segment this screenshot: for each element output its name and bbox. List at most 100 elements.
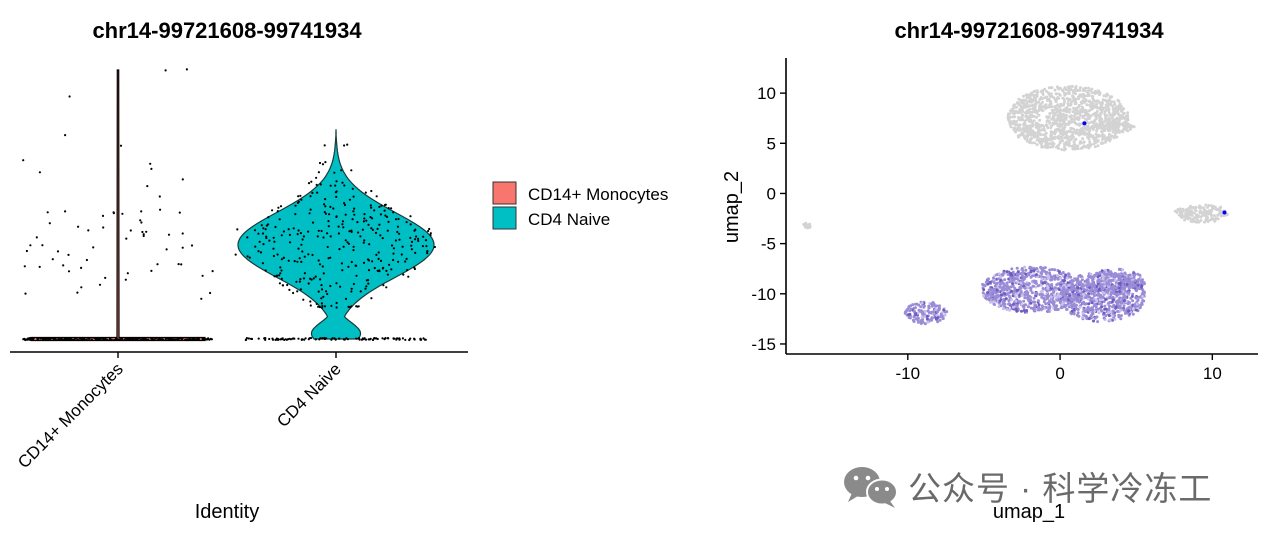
- umap-point: [1133, 279, 1137, 282]
- umap-point: [938, 318, 942, 322]
- umap-point: [1111, 278, 1115, 282]
- umap-point: [1042, 133, 1046, 137]
- umap-point: [1043, 269, 1046, 273]
- umap-point: [1064, 141, 1068, 145]
- jitter-point: [65, 337, 69, 340]
- umap-point: [1077, 104, 1081, 108]
- jitter-point: [344, 297, 348, 300]
- jitter-point: [355, 337, 358, 340]
- jitter-point: [363, 337, 366, 340]
- jitter-point: [234, 253, 237, 256]
- umap-point: [1052, 290, 1056, 294]
- umap-point: [1079, 146, 1083, 150]
- umap-point: [1087, 302, 1091, 306]
- jitter-point: [48, 222, 51, 225]
- umap-point: [1028, 107, 1032, 111]
- umap-point: [920, 315, 924, 319]
- jitter-point: [378, 205, 381, 208]
- jitter-point: [417, 239, 420, 242]
- umap-point: [1048, 137, 1052, 141]
- umap-point: [1059, 276, 1063, 280]
- jitter-point: [180, 263, 183, 266]
- umap-point: [1107, 111, 1111, 115]
- umap-point: [1121, 268, 1125, 272]
- umap-point: [1120, 272, 1124, 276]
- umap-point: [1021, 269, 1025, 272]
- jitter-point: [104, 276, 107, 279]
- umap-point: [999, 293, 1003, 297]
- jitter-point: [359, 290, 362, 293]
- jitter-point: [271, 209, 274, 212]
- jitter-point: [337, 232, 340, 235]
- umap-point: [1064, 285, 1068, 289]
- umap-point: [1050, 117, 1054, 121]
- umap-point: [1062, 279, 1066, 283]
- umap-point: [1051, 145, 1055, 149]
- umap-point: [1125, 125, 1128, 129]
- jitter-point: [102, 226, 105, 229]
- umap-point: [1099, 309, 1103, 312]
- umap-point: [989, 288, 993, 292]
- violin-monocytes: [30, 69, 206, 342]
- jitter-point: [297, 229, 300, 232]
- umap-point: [1116, 303, 1120, 307]
- umap-point: [1121, 129, 1125, 132]
- jitter-point: [396, 225, 399, 228]
- umap-point: [1101, 137, 1105, 141]
- umap-point: [1082, 144, 1086, 148]
- jitter-point: [318, 263, 322, 266]
- umap-point: [1022, 122, 1026, 126]
- jitter-point: [309, 208, 312, 211]
- umap-point: [1051, 111, 1055, 115]
- jitter-point: [293, 337, 296, 340]
- jitter-point: [326, 245, 329, 249]
- umap-point: [1065, 276, 1069, 280]
- umap-point: [1065, 308, 1069, 311]
- jitter-point: [146, 185, 149, 188]
- jitter-point: [278, 282, 281, 285]
- umap-point: [1062, 112, 1065, 116]
- jitter-point: [181, 246, 184, 249]
- umap-point: [1088, 132, 1092, 136]
- umap-point: [1015, 277, 1019, 281]
- umap-point: [925, 315, 929, 318]
- umap-point: [1087, 275, 1091, 278]
- jitter-point: [407, 275, 410, 278]
- violin-plot: chr14-99721608-99741934 CD14+ Monocytes …: [10, 18, 468, 523]
- umap-point: [1111, 112, 1115, 116]
- jitter-point: [62, 264, 65, 267]
- umap-point: [1128, 278, 1132, 282]
- umap-point: [1051, 121, 1055, 125]
- umap-point: [995, 288, 999, 292]
- umap-point: [1048, 112, 1052, 115]
- umap-point: [1124, 295, 1127, 299]
- jitter-point: [41, 244, 44, 247]
- umap-point: [1014, 295, 1018, 299]
- umap-point: [1049, 130, 1053, 134]
- jitter-point: [395, 337, 398, 340]
- umap-point: [1087, 145, 1091, 149]
- jitter-point: [68, 338, 71, 341]
- umap-point: [995, 273, 999, 277]
- umap-point: [1070, 84, 1074, 88]
- umap-point: [991, 276, 995, 280]
- jitter-point: [394, 218, 398, 221]
- umap-point: [930, 304, 934, 308]
- umap-point: [1102, 94, 1106, 98]
- umap-point: [1032, 119, 1036, 123]
- jitter-point: [378, 270, 381, 273]
- umap-point: [1086, 135, 1090, 139]
- jitter-point: [274, 338, 277, 341]
- umap-point: [1202, 210, 1206, 214]
- umap-point: [1101, 291, 1105, 294]
- umap-point: [1072, 127, 1075, 131]
- umap-point: [1074, 294, 1078, 298]
- jitter-point: [119, 338, 122, 341]
- jitter-point: [370, 189, 373, 193]
- umap-point: [1191, 206, 1195, 209]
- jitter-point: [315, 302, 318, 305]
- violin-title: chr14-99721608-99741934: [92, 18, 362, 43]
- jitter-point: [265, 224, 268, 227]
- umap-point: [1055, 283, 1059, 287]
- jitter-point: [280, 269, 283, 272]
